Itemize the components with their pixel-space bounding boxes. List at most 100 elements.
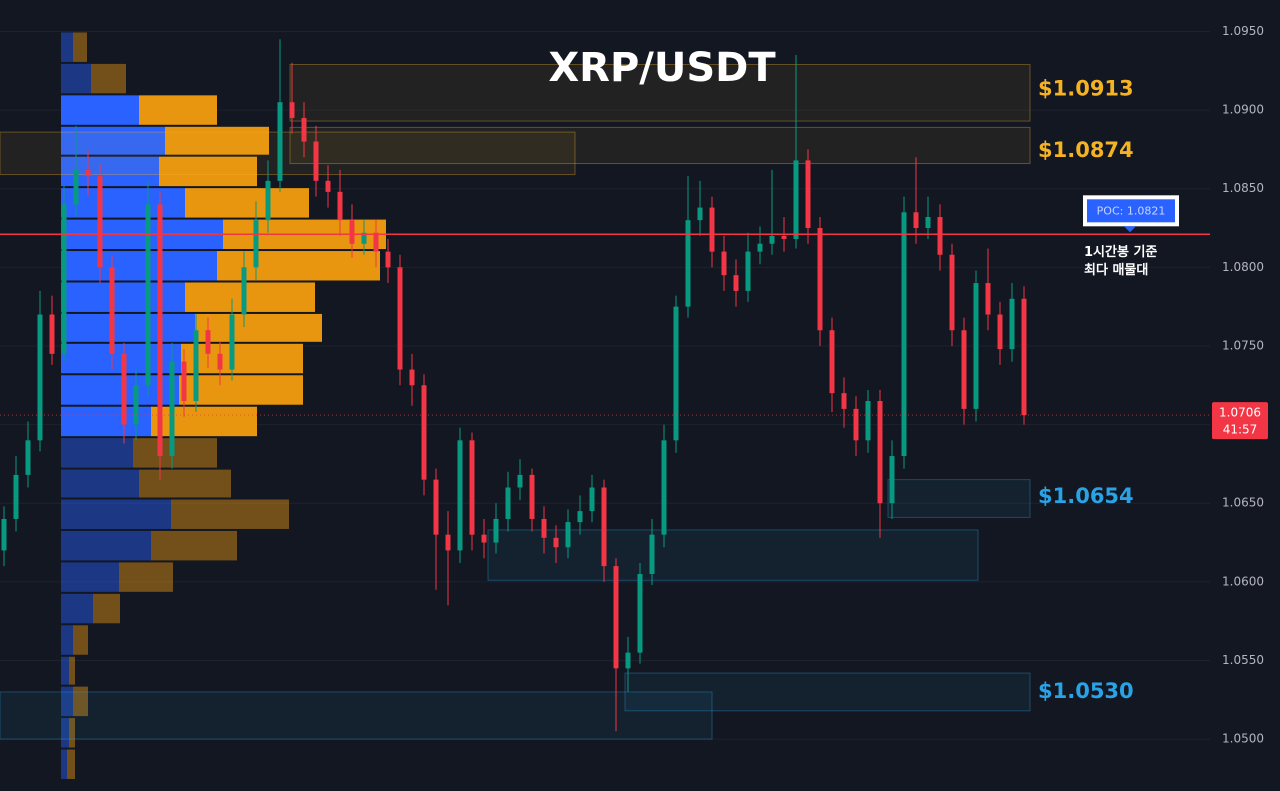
candle-body <box>925 217 931 229</box>
profile-buy-bar <box>61 313 195 342</box>
zone-label: $1.0530 <box>1038 679 1134 703</box>
candle-body <box>229 314 235 370</box>
candle-body <box>97 176 103 268</box>
profile-buy-bar <box>61 343 181 374</box>
candle-body <box>697 207 703 221</box>
zone-label: $1.0874 <box>1038 138 1134 162</box>
candle-body <box>937 217 943 255</box>
profile-sell-bar <box>73 625 88 655</box>
zone-label: $1.0654 <box>1038 484 1134 508</box>
poc-note: 최다 매물대 <box>1084 262 1148 278</box>
y-tick-label: 1.0850 <box>1222 181 1264 195</box>
zone-label: $1.0913 <box>1038 77 1134 101</box>
candle-body <box>1 518 7 551</box>
candle-body <box>349 220 355 244</box>
profile-sell-bar <box>185 188 309 218</box>
candle-body <box>865 401 871 441</box>
y-tick-label: 1.0950 <box>1222 24 1264 38</box>
candle-body <box>121 353 127 425</box>
zone-box <box>624 672 1031 712</box>
candle-body <box>709 207 715 252</box>
candle-body <box>949 254 955 331</box>
candle-body <box>613 566 619 669</box>
candle-body <box>997 314 1003 350</box>
candle-body <box>457 440 463 551</box>
profile-sell-bar <box>185 282 315 312</box>
profile-sell-bar <box>69 718 75 748</box>
candle-body <box>493 518 499 543</box>
profile-sell-bar <box>217 251 380 281</box>
profile-sell-bar <box>93 593 120 624</box>
profile-buy-bar <box>61 656 69 685</box>
candle-body <box>433 479 439 535</box>
candle-body <box>745 251 751 291</box>
profile-sell-bar <box>73 32 87 62</box>
profile-buy-bar <box>61 32 73 62</box>
zone-box <box>0 131 576 176</box>
candle-body <box>193 330 199 402</box>
zone-box <box>0 691 713 740</box>
candle-body <box>409 369 415 386</box>
candle-body <box>145 204 151 386</box>
candle-body <box>505 487 511 519</box>
candle-body <box>685 220 691 307</box>
candle-body <box>325 180 331 192</box>
profile-sell-bar <box>73 686 88 717</box>
profile-sell-bar <box>91 63 126 94</box>
candle-body <box>529 474 535 519</box>
profile-buy-bar <box>61 499 171 529</box>
candle-body <box>829 330 835 394</box>
profile-buy-bar <box>61 282 185 312</box>
y-tick-label: 1.0500 <box>1222 732 1264 746</box>
candle-body <box>313 141 319 181</box>
candle-body <box>421 385 427 480</box>
profile-sell-bar <box>165 126 269 155</box>
candle-body <box>841 393 847 409</box>
y-tick-label: 1.0750 <box>1222 338 1264 352</box>
candle-body <box>385 251 391 268</box>
profile-buy-bar <box>61 469 139 498</box>
candle-body <box>49 314 55 354</box>
candle-body <box>985 283 991 315</box>
zones <box>0 63 1031 740</box>
profile-buy-bar <box>61 562 119 592</box>
candle-body <box>337 191 343 221</box>
candle-body <box>601 487 607 567</box>
candle-body <box>961 330 967 409</box>
candle-body <box>781 235 787 240</box>
candle-body <box>169 361 175 457</box>
zone-box <box>487 529 979 581</box>
profile-sell-bar <box>159 156 257 187</box>
profile-sell-bar <box>139 469 231 498</box>
candle-body <box>649 534 655 574</box>
candle-body <box>541 518 547 538</box>
candle-body <box>157 204 163 457</box>
profile-sell-bar <box>195 313 322 342</box>
candle-body <box>853 408 859 441</box>
candle-body <box>1009 298 1015 350</box>
y-tick-label: 1.0650 <box>1222 496 1264 510</box>
candle-body <box>361 232 367 244</box>
candle-body <box>25 440 31 475</box>
candle-body <box>217 353 223 370</box>
zone-box <box>887 479 1031 518</box>
candle-body <box>733 275 739 291</box>
profile-buy-bar <box>61 686 73 717</box>
profile-buy-bar <box>61 95 139 125</box>
candle-body <box>877 401 883 504</box>
candle-body <box>61 204 67 354</box>
profile-sell-bar <box>69 656 75 685</box>
profile-buy-bar <box>61 749 67 779</box>
poc-tag <box>1087 199 1175 223</box>
profile-buy-bar <box>61 251 217 281</box>
candle-body <box>265 180 271 221</box>
candle-body <box>973 283 979 409</box>
profile-sell-bar <box>179 375 303 405</box>
profile-sell-bar <box>119 562 173 592</box>
candle-body <box>85 169 91 177</box>
profile-buy-bar <box>61 530 151 561</box>
candle-body <box>289 102 295 118</box>
candle-body <box>625 652 631 669</box>
